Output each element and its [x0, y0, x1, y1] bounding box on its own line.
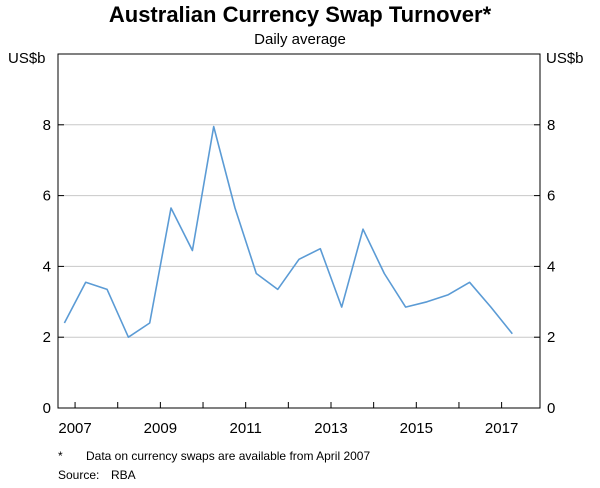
x-tick-label: 2011 [230, 420, 262, 437]
footnote-text: Data on currency swaps are available fro… [86, 449, 371, 463]
y-tick-label-left: 8 [43, 117, 51, 134]
y-axis-unit-left: US$b [8, 50, 46, 67]
source-note: Source: RBA [58, 468, 136, 482]
footnote: * Data on currency swaps are available fr… [58, 449, 370, 463]
y-tick-label-right: 8 [547, 117, 555, 134]
x-tick-label: 2013 [314, 420, 347, 437]
x-tick-label: 2009 [144, 420, 177, 437]
y-tick-label-right: 4 [547, 258, 555, 275]
y-tick-label-left: 6 [43, 188, 51, 205]
x-tick-label: 2007 [58, 420, 91, 437]
plot-frame [57, 53, 541, 409]
x-tick-label: 2017 [485, 420, 518, 437]
chart-title: Australian Currency Swap Turnover* [108, 2, 492, 27]
y-tick-label-left: 2 [43, 329, 51, 346]
footnote-mark: * [58, 449, 63, 463]
source-value: RBA [111, 468, 136, 482]
chart-subtitle: Daily average [254, 31, 346, 48]
y-tick-label-right: 6 [547, 188, 555, 205]
y-tick-label-right: 2 [547, 329, 555, 346]
y-tick-label-right: 0 [547, 400, 555, 417]
y-tick-label-left: 4 [43, 258, 51, 275]
y-tick-label-left: 0 [43, 400, 51, 417]
series-line [63, 125, 513, 339]
x-tick-label: 2015 [400, 420, 433, 437]
y-axis-unit-right: US$b [546, 50, 584, 67]
source-label: Source: [58, 468, 100, 482]
